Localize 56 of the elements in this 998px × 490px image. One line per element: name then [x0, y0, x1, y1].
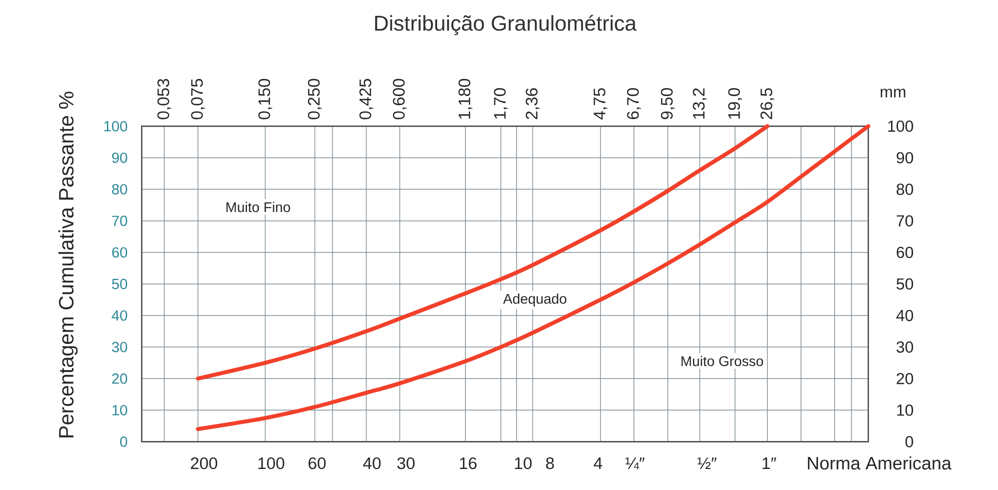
y2-tick-label: 80 — [896, 184, 914, 195]
text: 1″ — [762, 458, 776, 469]
x-tick-label: 26,5 — [760, 88, 774, 120]
annotation: Adequado — [503, 293, 566, 307]
y-tick-label: 60 — [112, 247, 128, 258]
y-tick-label: 30 — [112, 342, 128, 352]
y-tick-label: 50 — [112, 278, 128, 290]
y-axis-title: Percentagem Cumulativa Passante % — [58, 92, 78, 438]
x-tick-label: 0,425 — [359, 78, 374, 120]
y-tick-label: 40 — [112, 310, 128, 321]
y2-tick-label: 60 — [896, 246, 914, 258]
x-tick-label: 4,75 — [594, 88, 608, 120]
text: ¼″ — [626, 458, 645, 470]
y-tick-label: 0 — [120, 436, 128, 447]
y2-tick-label: 100 — [888, 120, 914, 132]
text: 4 — [594, 458, 602, 469]
y-tick-label: 20 — [112, 373, 128, 384]
text: 30 — [397, 457, 415, 470]
x-tick-label: 1,180 — [458, 78, 472, 119]
text: 8 — [546, 457, 554, 470]
x-tick-label: 0,075 — [191, 78, 205, 120]
y-tick-label: 90 — [112, 152, 128, 163]
chart-title: Distribuição Granulométrica — [375, 14, 637, 36]
y2-tick-label: 10 — [897, 404, 914, 416]
x-axis-title: mm — [880, 88, 906, 98]
y2-tick-label: 50 — [896, 278, 914, 290]
text: ½″ — [698, 458, 717, 469]
y2-tick-label: 30 — [896, 341, 914, 353]
x-tick-label: 13,2 — [692, 88, 707, 119]
y2-tick-label: 70 — [896, 215, 914, 227]
x-tick-label: 2,36 — [526, 88, 540, 120]
y-tick-label: 10 — [112, 404, 128, 416]
text: 16 — [460, 457, 477, 470]
text: 60 — [308, 457, 326, 470]
y2-tick-label: 20 — [896, 372, 914, 384]
y-tick-label: 80 — [112, 184, 128, 194]
x-tick-label: 0,250 — [308, 78, 322, 120]
x-tick-label: 19,0 — [728, 88, 742, 119]
text: 10 — [515, 457, 532, 470]
x-tick-label: 0,053 — [157, 78, 172, 120]
annotation: Muito Fino — [226, 202, 290, 212]
y2-tick-label: 0 — [905, 436, 914, 448]
x-tick-label: 0,150 — [258, 78, 272, 120]
annotation: Muito Grosso — [682, 356, 764, 366]
x2-axis-title: Norma Americana — [808, 456, 952, 470]
y2-tick-label: 40 — [896, 310, 914, 322]
text: 100 — [258, 457, 284, 470]
y-tick-label: 100 — [104, 121, 128, 132]
x-tick-label: 9,50 — [660, 88, 675, 120]
y-tick-label: 70 — [112, 216, 128, 226]
text: 40 — [363, 457, 381, 470]
x-tick-label: 6,70 — [627, 88, 641, 120]
text: 200 — [190, 457, 218, 470]
x-tick-label: 0,600 — [392, 78, 407, 120]
y2-tick-label: 90 — [896, 152, 914, 164]
x-tick-label: 1,70 — [494, 88, 508, 119]
